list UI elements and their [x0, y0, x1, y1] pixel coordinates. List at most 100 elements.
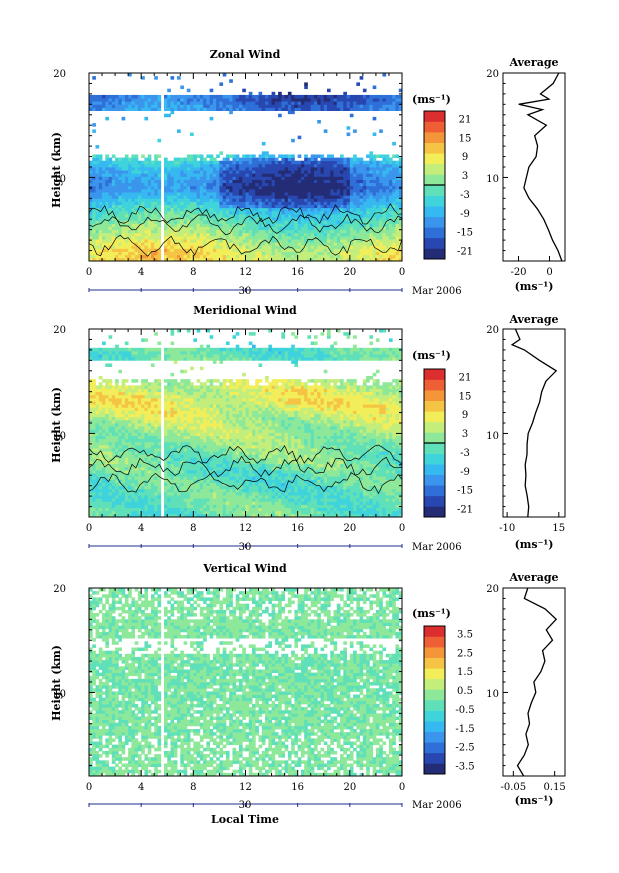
heatmap-cell	[157, 204, 162, 209]
heatmap-cell	[304, 501, 308, 505]
heatmap-cell	[170, 207, 175, 212]
heatmap-cell	[229, 107, 233, 111]
heatmap-cell	[118, 198, 122, 202]
heatmap-cell	[95, 217, 100, 221]
heatmap-cell	[95, 198, 100, 202]
heatmap-cell	[336, 229, 341, 234]
heatmap-cell	[379, 220, 383, 224]
heatmap-cell	[261, 207, 266, 212]
heatmap-cell	[131, 198, 136, 202]
heatmap-cell	[180, 104, 184, 108]
heatmap-cell	[183, 239, 188, 243]
heatmap-cell	[196, 204, 201, 209]
heatmap-cell	[252, 248, 256, 252]
heatmap-cell	[307, 179, 312, 184]
heatmap-cell	[294, 94, 299, 99]
heatmap-cell	[180, 479, 184, 483]
heatmap-cell	[248, 154, 253, 158]
heatmap-cell	[128, 101, 132, 105]
heatmap-cell	[362, 513, 367, 517]
heatmap-cell	[300, 104, 305, 108]
heatmap-cell	[209, 176, 214, 180]
heatmap-cell	[235, 223, 240, 227]
heatmap-cell	[278, 214, 282, 218]
heatmap-cell	[304, 220, 308, 224]
heatmap-cell	[291, 163, 295, 168]
heatmap-cell	[252, 188, 256, 193]
heatmap-cell	[278, 254, 282, 259]
heatmap-cell	[313, 510, 318, 515]
heatmap-cell	[124, 254, 129, 259]
heatmap-cell	[105, 98, 109, 102]
heatmap-cell	[180, 510, 184, 515]
heatmap-cell	[225, 204, 230, 209]
heatmap-cell	[222, 254, 227, 259]
heatmap-cell	[281, 501, 286, 505]
heatmap-cell	[183, 179, 188, 184]
heatmap-cell	[206, 491, 211, 496]
heatmap-cell	[183, 513, 188, 517]
heatmap-cell	[379, 167, 383, 171]
heatmap-cell	[372, 98, 377, 102]
heatmap-cell	[199, 491, 204, 496]
heatmap-cell	[395, 185, 400, 190]
heatmap-cell	[196, 217, 201, 221]
heatmap-cell	[238, 482, 243, 487]
heatmap-cell	[284, 229, 289, 234]
heatmap-cell	[225, 217, 230, 221]
heatmap-cell	[124, 501, 129, 505]
heatmap-cell	[336, 176, 341, 180]
heatmap-cell	[102, 254, 106, 259]
heatmap-cell	[144, 163, 149, 168]
heatmap-cell	[124, 173, 129, 177]
heatmap-cell	[193, 239, 197, 243]
heatmap-cell	[294, 251, 299, 256]
heatmap-cell	[199, 163, 204, 168]
heatmap-cell	[206, 201, 211, 205]
heatmap-cell	[310, 204, 315, 209]
heatmap-cell	[255, 485, 259, 490]
heatmap-cell	[173, 254, 178, 259]
heatmap-cell	[199, 107, 204, 111]
heatmap-cell	[287, 91, 292, 96]
heatmap-cell	[340, 504, 344, 508]
heatmap-cell	[336, 257, 341, 261]
heatmap-cell	[343, 501, 347, 505]
heatmap-cell	[356, 242, 361, 246]
heatmap-cell	[317, 513, 321, 517]
heatmap-cell	[297, 154, 302, 158]
heatmap-cell	[131, 501, 136, 505]
heatmap-cell	[356, 229, 361, 234]
heatmap-cell	[147, 154, 152, 158]
heatmap-cell	[388, 491, 393, 496]
heatmap-cell	[222, 198, 227, 202]
heatmap-cell	[232, 248, 237, 252]
heatmap-cell	[310, 104, 315, 108]
heatmap-cell	[310, 248, 315, 252]
heatmap-cell	[320, 513, 325, 517]
heatmap-cell	[294, 195, 299, 199]
heatmap-cell	[131, 154, 136, 158]
heatmap-cell	[284, 167, 289, 171]
heatmap-cell	[206, 235, 211, 240]
heatmap-cell	[212, 248, 217, 252]
heatmap-cell	[235, 154, 240, 158]
heatmap-cell	[245, 204, 250, 209]
heatmap-cell	[252, 157, 256, 162]
heatmap-cell	[238, 491, 243, 496]
heatmap-cell	[294, 235, 299, 240]
heatmap-cell	[353, 170, 357, 174]
heatmap-cell	[343, 179, 347, 184]
heatmap-cell	[261, 498, 266, 502]
heatmap-cell	[150, 182, 155, 187]
heatmap-cell	[372, 239, 377, 243]
heatmap-cell	[242, 498, 246, 502]
heatmap-cell	[118, 226, 122, 231]
heatmap-cell	[219, 179, 224, 184]
heatmap-cell	[206, 257, 211, 261]
heatmap-cell	[323, 160, 328, 165]
heatmap-cell	[232, 204, 237, 209]
heatmap-cell	[369, 173, 374, 177]
heatmap-cell	[294, 254, 299, 259]
heatmap-cell	[320, 501, 325, 505]
